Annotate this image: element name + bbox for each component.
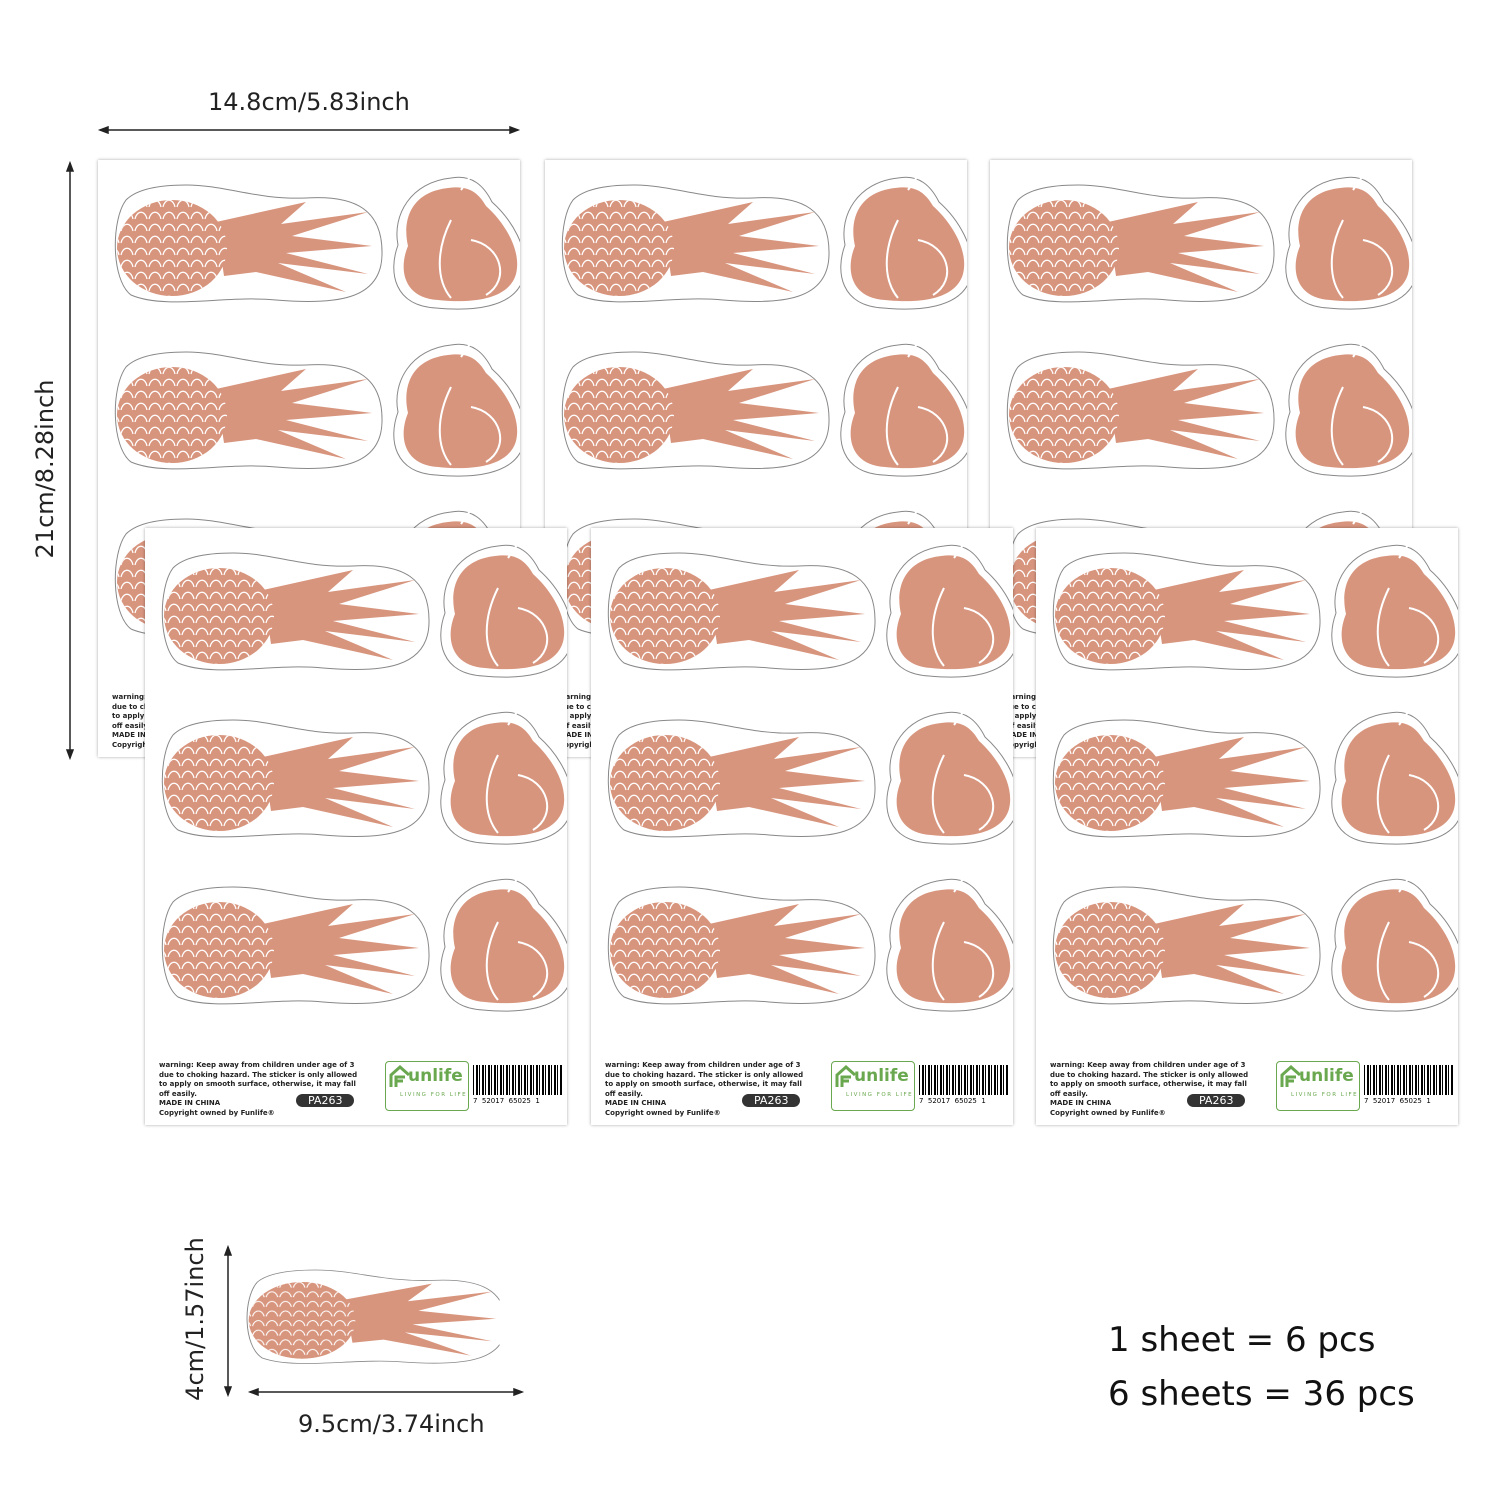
origin: MADE IN CHINA	[605, 1099, 667, 1107]
brand-logo: unlife LIVING FOR LIFE	[1276, 1061, 1360, 1111]
sheet-width: 14.8cm/5.83inch	[208, 88, 410, 116]
sheet-warning: warning: Keep away from children under a…	[605, 1061, 810, 1118]
origin: MADE IN CHINA	[1050, 1099, 1112, 1107]
copyright: Copyright owned by Funlife®	[159, 1108, 275, 1117]
warning-text: warning: Keep away from children under a…	[159, 1061, 358, 1098]
stickers	[145, 528, 567, 1125]
barcode-digits: 7 52017 65025 1	[473, 1097, 540, 1105]
barcode	[1364, 1065, 1454, 1095]
warning-text: warning: Keep away from children under a…	[605, 1061, 804, 1098]
logo-mark	[389, 1065, 410, 1087]
origin: MADE IN CHINA	[159, 1099, 221, 1107]
copyright: Copyright owned by Funlife®	[1050, 1108, 1166, 1117]
tagline: LIVING FOR LIFE	[846, 1092, 914, 1098]
barcode-digits: 7 52017 65025 1	[1364, 1097, 1431, 1105]
origin: MADE IN CHINA	[112, 731, 174, 739]
brand: unlife	[1299, 1066, 1354, 1086]
brand-logo: unlife LIVING FOR LIFE	[385, 1061, 469, 1111]
barcode-digits: 7 52017 65025 1	[919, 1097, 986, 1105]
stickers	[591, 528, 1013, 1125]
sticker-sheet: warning: Keep away from children under a…	[1036, 528, 1458, 1125]
brand-logo: unlife LIVING FOR LIFE	[831, 1061, 915, 1111]
sticker-width: 9.5cm/3.74inch	[298, 1410, 485, 1438]
sheet-warning: warning: Keep away from children under a…	[1050, 1061, 1255, 1118]
logo-mark	[1280, 1065, 1301, 1087]
brand: unlife	[408, 1066, 463, 1086]
copyright: Copyright owned by Funlife®	[605, 1108, 721, 1117]
brand: unlife	[854, 1066, 909, 1086]
tagline: LIVING FOR LIFE	[1291, 1092, 1359, 1098]
barcode	[473, 1065, 563, 1095]
sticker-sheet: warning: Keep away from children under a…	[145, 528, 567, 1125]
sticker-height: 4cm/1.57inch	[181, 1237, 209, 1401]
logo-mark	[835, 1065, 856, 1087]
stickers	[1036, 528, 1458, 1125]
product-code: PA263	[296, 1094, 355, 1107]
warning-text: warning: Keep away from children under a…	[1050, 1061, 1249, 1098]
product-code: PA263	[1187, 1094, 1246, 1107]
sheet-warning: warning: Keep away from children under a…	[159, 1061, 364, 1118]
product-code: PA263	[742, 1094, 801, 1107]
summary-line: 6 sheets = 36 pcs	[1108, 1374, 1415, 1414]
origin: MADE IN CHINA	[559, 731, 621, 739]
summary-line: 1 sheet = 6 pcs	[1108, 1320, 1376, 1360]
sticker-sheet: warning: Keep away from children under a…	[591, 528, 1013, 1125]
barcode	[919, 1065, 1009, 1095]
origin: MADE IN CHINA	[1004, 731, 1066, 739]
tagline: LIVING FOR LIFE	[400, 1092, 468, 1098]
